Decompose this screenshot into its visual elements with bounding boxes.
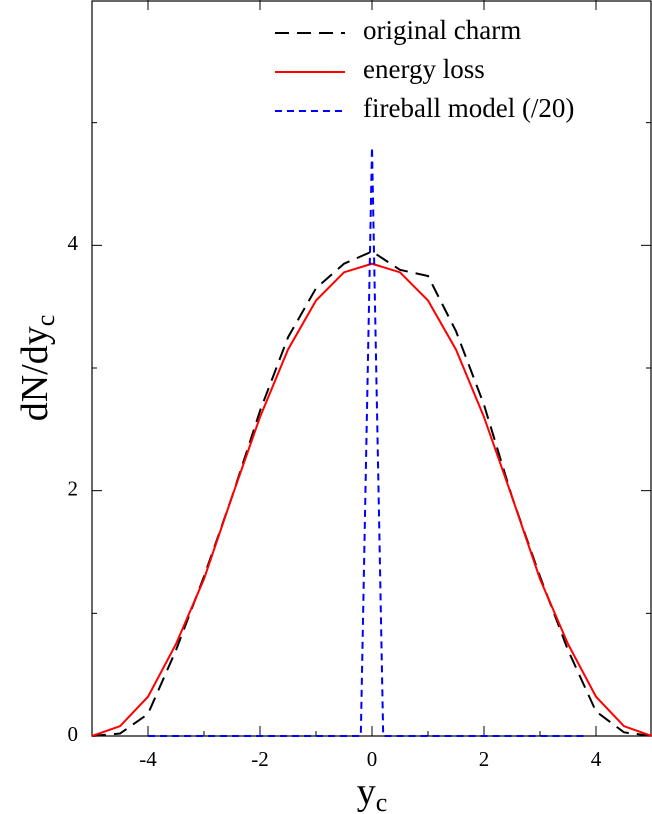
x-axis-label-main: y	[357, 771, 376, 813]
series-line	[91, 250, 652, 737]
y-axis-label-main: dN/dy	[14, 326, 56, 421]
legend-label: fireball model (/20)	[363, 93, 574, 123]
series-line	[148, 147, 585, 737]
legend-label: energy loss	[363, 54, 485, 84]
x-tick-label: -4	[139, 747, 157, 771]
x-tick-label: 4	[591, 747, 602, 771]
y-axis-label-sub: c	[31, 315, 60, 327]
x-axis-label: yc	[357, 771, 388, 814]
x-tick-label: 0	[367, 747, 378, 771]
y-axis-label: dN/dyc	[14, 315, 60, 422]
x-axis-label-sub: c	[376, 788, 388, 814]
y-tick-label: 2	[68, 476, 79, 500]
legend-label: original charm	[363, 15, 521, 45]
y-tick-label: 0	[68, 722, 79, 746]
x-tick-label: 2	[479, 747, 490, 771]
x-tick-label: -2	[251, 747, 269, 771]
y-tick-label: 4	[68, 231, 79, 255]
series-line	[91, 262, 652, 737]
